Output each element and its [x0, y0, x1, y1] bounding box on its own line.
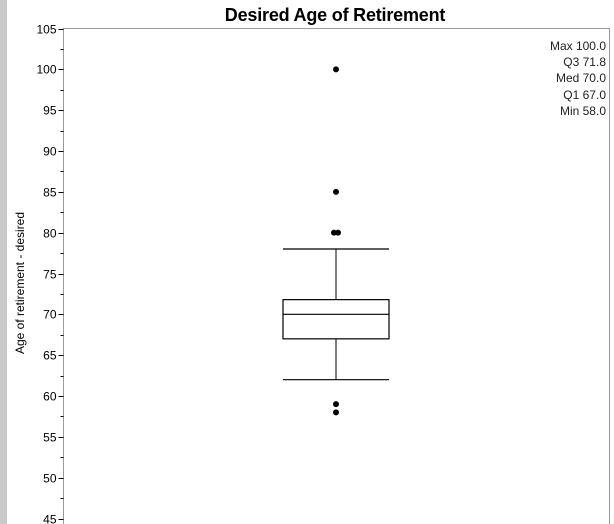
stat-label: Max [549, 39, 573, 53]
y-tick-label: 50 [43, 472, 57, 486]
stat-value: 58.0 [579, 103, 606, 118]
stat-line: Med 70.0 [550, 70, 606, 86]
stat-label: Q3 [563, 55, 580, 70]
stat-line: Min 58.0 [550, 103, 606, 119]
stat-line: Q1 67.0 [550, 87, 606, 103]
iqr-box [282, 299, 390, 340]
y-tick-label: 75 [43, 268, 57, 282]
y-tick-label: 105 [36, 23, 56, 37]
y-tick-label: 80 [43, 227, 57, 241]
left-edge-strip [0, 0, 7, 524]
y-tick-label: 85 [43, 186, 57, 200]
y-tick-label: 60 [43, 390, 57, 404]
summary-statistics: Max 100.0 Q3 71.8 Med 70.0 Q1 67.0 Min 58.0 [550, 38, 606, 119]
stat-value: 71.8 [579, 55, 606, 70]
outlier-point [333, 66, 339, 73]
y-tick-label: 45 [43, 513, 57, 524]
stat-label: Q1 [563, 87, 580, 102]
y-axis: 45 50 55 60 65 70 75 80 85 90 95 100 105 [36, 23, 64, 524]
stat-line: Max 100.0 [550, 38, 606, 54]
chart-title: Desired Age of Retirement [224, 5, 446, 25]
outlier-point [333, 188, 339, 195]
outlier-group [331, 66, 341, 416]
outlier-point [333, 409, 339, 416]
y-tick-label: 65 [43, 349, 57, 363]
y-tick-label: 70 [43, 308, 57, 322]
y-tick-label: 90 [43, 145, 57, 159]
stat-label: Min [559, 103, 580, 118]
y-tick-label: 55 [43, 431, 57, 445]
stat-value: 100.0 [572, 39, 606, 53]
y-tick-label: 95 [43, 104, 57, 118]
stat-value: 67.0 [579, 87, 606, 102]
y-tick-label: 100 [36, 63, 56, 77]
outlier-point [333, 401, 339, 408]
stat-value: 70.0 [579, 71, 606, 86]
stat-label: Med [555, 71, 580, 86]
plot-frame [63, 28, 610, 524]
box-group [282, 248, 390, 381]
stat-line: Q3 71.8 [550, 54, 606, 70]
outlier-point [335, 229, 341, 236]
